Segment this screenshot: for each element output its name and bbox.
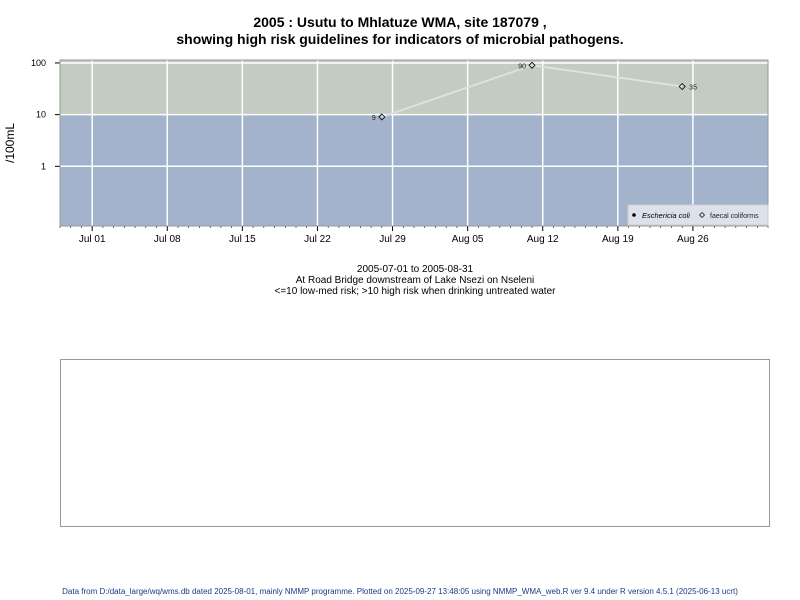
location: At Road Bridge downstream of Lake Nsezi … xyxy=(295,275,535,286)
footer-note: Data from D:/data_large/wq/wms.db dated … xyxy=(62,587,738,596)
series-line xyxy=(381,64,683,118)
date-range: 2005-07-01 to 2005-08-31 xyxy=(356,264,474,275)
x-tick-label: Jul 01 xyxy=(79,234,106,245)
legend-faecal-label: faecal coliforms xyxy=(710,213,759,220)
x-tick-label: Aug 26 xyxy=(677,234,709,245)
data-label: 35 xyxy=(689,85,697,92)
y-tick-label: 1 xyxy=(41,161,46,171)
legend-ecoli-label: Eschericia coli xyxy=(642,211,690,220)
legend-faecal-marker xyxy=(699,212,705,218)
legend-box xyxy=(627,204,769,226)
legend-ecoli-marker xyxy=(632,213,636,217)
x-tick-label: Jul 22 xyxy=(304,234,331,245)
x-tick-label: Jul 08 xyxy=(154,234,181,245)
y-tick-label: 100 xyxy=(31,58,46,68)
data-point xyxy=(528,61,536,69)
y-tick-label: 10 xyxy=(36,110,46,120)
guideline-note: <=10 low-med risk; >10 high risk when dr… xyxy=(274,286,556,297)
data-point xyxy=(378,113,386,121)
data-label: 9 xyxy=(372,115,376,122)
data-label: 90 xyxy=(518,63,526,70)
x-tick-label: Aug 19 xyxy=(602,234,634,245)
plot-frame xyxy=(59,59,769,227)
empty-panel xyxy=(60,359,770,527)
x-tick-label: Aug 12 xyxy=(527,234,559,245)
x-tick-label: Jul 15 xyxy=(229,234,256,245)
chart-title-line1: 2005 : Usutu to Mhlatuze WMA, site 18707… xyxy=(253,14,547,30)
x-tick-label: Aug 05 xyxy=(452,234,484,245)
chart-title-line2: showing high risk guidelines for indicat… xyxy=(176,31,624,47)
y-axis-label: /100mL xyxy=(3,123,17,163)
x-tick-label: Jul 29 xyxy=(379,234,406,245)
chart: Jul 01 Jul 08 Jul 15 Jul 22 Jul 29 Aug 05 Aug … xyxy=(3,58,769,245)
data-point xyxy=(678,82,686,91)
